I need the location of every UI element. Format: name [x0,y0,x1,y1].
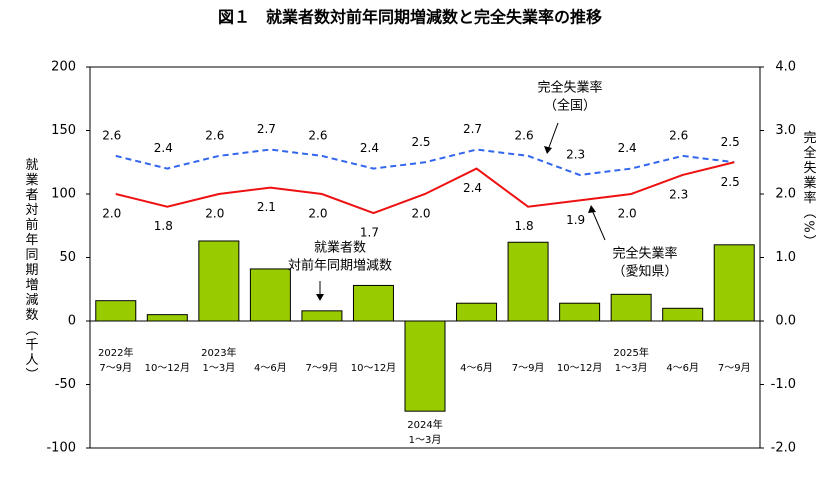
value-label: 2.6 [515,128,534,142]
value-label: 1.7 [360,226,379,240]
bar [301,310,343,322]
arrow-head [588,205,596,213]
y2-tick-label: 2.0 [775,187,796,202]
value-label: 2.3 [669,187,688,201]
bar [507,241,549,322]
x-tick-label: 1～3月 [202,362,235,374]
y-tick-label: -50 [55,377,76,392]
y2-tick-label: 3.0 [775,123,796,138]
value-label: 2.0 [308,207,327,221]
value-label: 2.7 [257,122,276,136]
value-label: 1.8 [154,219,173,233]
y2-axis-label: 完全失業率（%） [801,130,817,249]
value-label: 2.6 [669,128,688,142]
value-label: 2.4 [463,181,482,195]
bar [352,284,394,322]
y-tick-label: -100 [46,441,76,456]
arrow [591,209,606,241]
y-tick-label: 200 [51,60,76,75]
value-label: 2.3 [566,147,585,161]
value-label: 2.6 [102,128,121,142]
x-year-label: 2023年 [201,346,236,359]
y2-tick-label: 0.0 [775,314,796,329]
value-label: 2.0 [205,207,224,221]
y-axis-label: 就業者対前年同期増減数（千人） [23,158,39,383]
legend-label: 対前年同期増減数 [288,258,392,274]
y-tick-label: 0 [68,314,76,329]
legend-label: 完全失業率 [537,80,602,96]
y2-tick-label: 4.0 [775,60,796,75]
line [115,148,735,176]
x-tick-label: 4～6月 [666,362,699,374]
value-label: 2.0 [618,207,637,221]
value-label: 2.4 [360,141,379,155]
x-tick-label: 10～12月 [351,362,396,374]
x-year-label: 2025年 [613,346,648,359]
x-tick-label: 4～6月 [460,362,493,374]
legend-label: 完全失業率 [612,246,677,262]
y2-tick-label: -2.0 [771,441,796,456]
y-tick-label: 50 [59,250,76,265]
value-label: 2.5 [721,135,740,149]
bar [249,268,291,322]
y2-tick-label: 1.0 [775,250,796,265]
line [115,161,735,215]
value-label: 2.1 [257,200,276,214]
bar [198,240,240,322]
chart-title: 図１ 就業者数対前年同期増減数と完全失業率の推移 [218,8,602,27]
bar [559,302,601,322]
x-tick-label: 4～6月 [254,362,287,374]
x-tick-label: 7～9月 [306,362,339,374]
x-tick-label: 7～9月 [99,362,132,374]
x-year-label: 2022年 [98,346,133,359]
legend-label: 就業者数 [314,240,366,256]
bar [662,307,704,322]
legend-label: （全国） [544,98,596,114]
x-tick-label: 1～3月 [409,434,442,446]
bar [146,314,188,322]
bar [610,293,652,322]
value-label: 2.0 [102,207,121,221]
legend-label: （愛知県） [612,264,677,280]
bar [95,300,137,322]
y-tick-label: 100 [51,187,76,202]
value-label: 2.6 [205,128,224,142]
value-label: 2.4 [154,141,173,155]
value-label: 2.4 [618,141,637,155]
arrow-head [316,294,324,301]
value-label: 1.9 [566,213,585,227]
x-tick-label: 10～12月 [145,362,190,374]
value-label: 2.5 [721,175,740,189]
x-tick-label: 10～12月 [557,362,602,374]
value-label: 1.8 [515,219,534,233]
bar [404,320,446,412]
x-tick-label: 7～9月 [512,362,545,374]
value-label: 2.6 [308,128,327,142]
x-tick-label: 7～9月 [718,362,751,374]
arrow [547,122,559,151]
y-tick-label: 150 [51,123,76,138]
arrow-head [544,146,552,154]
value-label: 2.7 [463,122,482,136]
y2-tick-label: -1.0 [771,377,796,392]
value-label: 2.0 [411,207,430,221]
x-year-label: 2024年 [407,418,442,431]
value-label: 2.5 [411,135,430,149]
bar [713,244,755,322]
x-tick-label: 1～3月 [615,362,648,374]
bar [456,302,498,322]
